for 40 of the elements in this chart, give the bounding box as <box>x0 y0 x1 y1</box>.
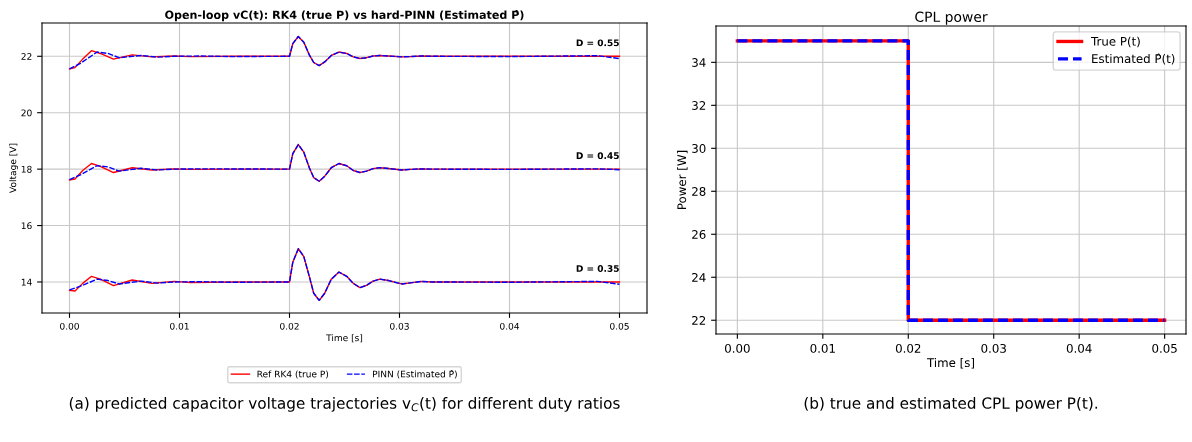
y-tick-label: 16 <box>21 222 32 230</box>
text: (a) predicted capacitor voltage trajectories v$_{C}$(t) for different duty ratios <box>69 397 620 412</box>
legend-label: PINN (Estimated P̂) <box>373 370 457 379</box>
x-tick-label: 0.03 <box>390 322 409 330</box>
x-tick-label: 0.01 <box>170 322 189 330</box>
line-series <box>68 247 621 302</box>
annotation: D = 0.45 <box>576 152 619 160</box>
x-axis-title: Time [s] <box>926 357 974 369</box>
x-tick-label: 0.03 <box>981 343 1006 353</box>
x-axis-title: Time [s] <box>326 334 363 343</box>
y-axis-title: Voltage [V] <box>9 143 19 193</box>
legend-label: Ref RK4 (true P) <box>257 370 329 379</box>
x-tick-label: 0.04 <box>1066 343 1092 353</box>
y-tick-label: 20 <box>21 109 32 117</box>
x-tick-label: 0.00 <box>725 343 750 353</box>
y-tick-label: 18 <box>21 165 32 173</box>
y-tick-label: 34 <box>692 58 706 67</box>
x-tick-label: 0.00 <box>60 322 79 330</box>
y-tick-label: 22 <box>21 53 32 60</box>
x-tick-label: 0.02 <box>895 343 921 353</box>
y-tick-label: 26 <box>692 229 706 239</box>
x-tick-label: 0.04 <box>500 322 520 330</box>
y-tick-label: 28 <box>692 187 706 196</box>
y-tick-label: 14 <box>21 278 32 286</box>
annotation: D = 0.35 <box>576 265 619 272</box>
x-tick-label: 0.05 <box>1152 343 1177 353</box>
legend-label: True P(t) <box>1090 36 1140 48</box>
legend-label: Estimated P̂(t) <box>1092 53 1175 65</box>
x-tick-label: 0.01 <box>810 343 835 353</box>
text: (b) true and estimated CPL power P(t). <box>804 397 1098 412</box>
y-tick-label: 32 <box>692 101 706 110</box>
x-tick-label: 0.02 <box>280 322 299 330</box>
x-tick-label: 0.05 <box>610 322 629 330</box>
chart-title: CPL power <box>915 11 988 25</box>
annotation: D = 0.55 <box>576 39 619 47</box>
y-tick-label: 22 <box>692 315 706 325</box>
chart-title: Open-loop vC(t): RK4 (true P) vs hard-PINN (Estimated P̂) <box>165 9 524 22</box>
y-tick-label: 24 <box>692 272 706 282</box>
y-axis-title: Power [W] <box>677 150 688 209</box>
y-tick-label: 30 <box>692 144 706 153</box>
